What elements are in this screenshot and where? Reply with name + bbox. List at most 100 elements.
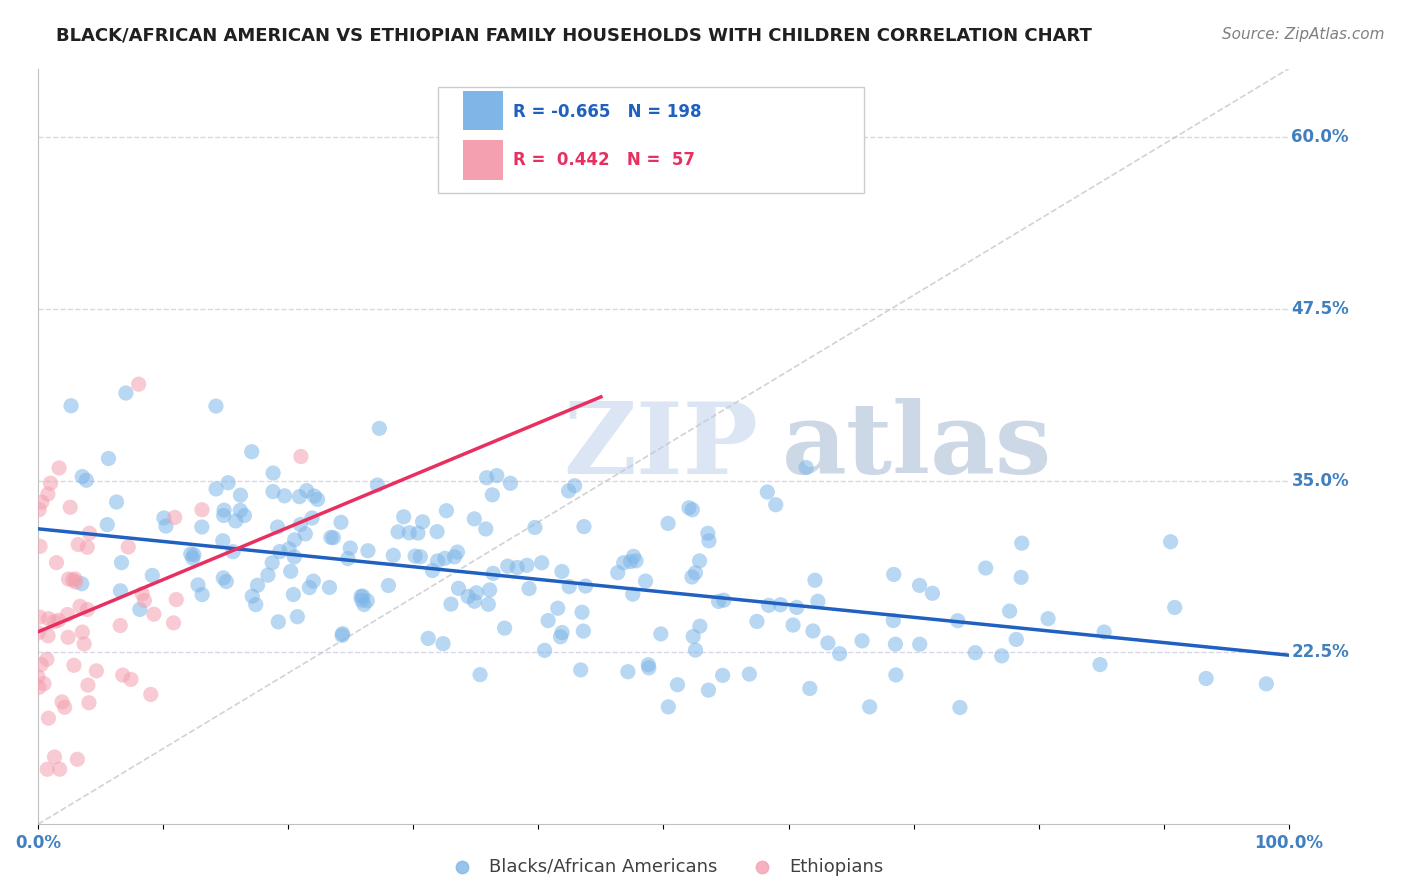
Point xyxy=(572,519,595,533)
Point xyxy=(433,551,456,566)
Text: 47.5%: 47.5% xyxy=(1291,300,1350,318)
Point xyxy=(183,548,205,562)
Point xyxy=(446,545,468,559)
Point xyxy=(280,565,302,579)
Point xyxy=(48,762,70,776)
Point xyxy=(284,533,307,547)
FancyBboxPatch shape xyxy=(439,87,863,194)
Point xyxy=(283,549,305,564)
Point xyxy=(262,466,284,480)
Point xyxy=(181,551,204,566)
Point xyxy=(392,509,415,524)
Point xyxy=(859,699,882,714)
Point xyxy=(547,601,569,615)
Text: ZIP: ZIP xyxy=(564,398,758,495)
Point xyxy=(908,578,931,592)
Point xyxy=(368,421,391,435)
Point xyxy=(139,688,162,702)
Point xyxy=(404,549,426,563)
Point xyxy=(246,578,269,592)
Point xyxy=(225,514,247,528)
Point xyxy=(191,588,214,602)
Point xyxy=(432,637,454,651)
Point xyxy=(262,556,284,570)
Point xyxy=(330,628,353,642)
Point xyxy=(366,478,388,492)
Point xyxy=(322,531,344,545)
Point xyxy=(738,667,761,681)
Point xyxy=(794,460,817,475)
Point xyxy=(350,590,373,604)
Point xyxy=(1195,672,1218,686)
Point xyxy=(86,664,108,678)
Point xyxy=(44,750,66,764)
Point xyxy=(499,476,522,491)
Point xyxy=(436,504,458,518)
Point xyxy=(851,633,873,648)
Point xyxy=(67,537,90,551)
Point xyxy=(110,583,132,598)
Point xyxy=(205,482,228,496)
Point xyxy=(245,598,267,612)
Point xyxy=(27,626,49,640)
Point xyxy=(533,643,555,657)
Point xyxy=(212,508,235,523)
Point xyxy=(481,488,503,502)
Point xyxy=(678,500,700,515)
Point xyxy=(318,581,340,595)
Point xyxy=(69,599,91,614)
Point xyxy=(551,565,574,579)
Point xyxy=(623,549,645,564)
Point xyxy=(377,578,399,592)
Point xyxy=(883,567,905,582)
Text: Source: ZipAtlas.com: Source: ZipAtlas.com xyxy=(1222,27,1385,42)
Point xyxy=(222,544,245,558)
Point xyxy=(350,593,373,607)
Point xyxy=(77,696,100,710)
Point xyxy=(187,578,209,592)
Point xyxy=(657,700,679,714)
Point xyxy=(191,502,214,516)
Point xyxy=(63,658,86,673)
Point xyxy=(657,516,679,531)
Point xyxy=(56,630,79,644)
Point xyxy=(58,572,80,586)
Point xyxy=(336,551,359,566)
Point xyxy=(37,629,59,643)
Point xyxy=(689,619,711,633)
Point xyxy=(302,574,325,588)
Point xyxy=(475,471,498,485)
Point xyxy=(229,503,252,517)
Point xyxy=(353,598,375,612)
Point xyxy=(267,615,290,629)
Point xyxy=(155,519,177,533)
Point xyxy=(756,485,779,500)
Point xyxy=(290,517,312,532)
Point xyxy=(212,571,235,585)
FancyBboxPatch shape xyxy=(464,91,503,130)
Point xyxy=(569,663,592,677)
Point xyxy=(339,541,361,555)
Text: 60.0%: 60.0% xyxy=(1291,128,1348,146)
Point xyxy=(1164,600,1187,615)
Text: atlas: atlas xyxy=(782,398,1053,495)
Point xyxy=(990,648,1012,663)
Point xyxy=(212,503,235,517)
Point xyxy=(908,637,931,651)
Point xyxy=(418,632,440,646)
Point xyxy=(294,527,316,541)
Point xyxy=(516,558,538,573)
Point xyxy=(1256,677,1278,691)
Point xyxy=(681,570,703,584)
Text: R =  0.442   N =  57: R = 0.442 N = 57 xyxy=(513,151,696,169)
Point xyxy=(801,624,824,638)
Point xyxy=(128,602,150,616)
Point xyxy=(465,586,488,600)
Point xyxy=(266,520,288,534)
Point xyxy=(307,492,329,507)
Point xyxy=(475,522,498,536)
Point xyxy=(807,594,830,608)
Point xyxy=(211,533,233,548)
Point xyxy=(115,386,138,401)
Point xyxy=(681,502,703,516)
